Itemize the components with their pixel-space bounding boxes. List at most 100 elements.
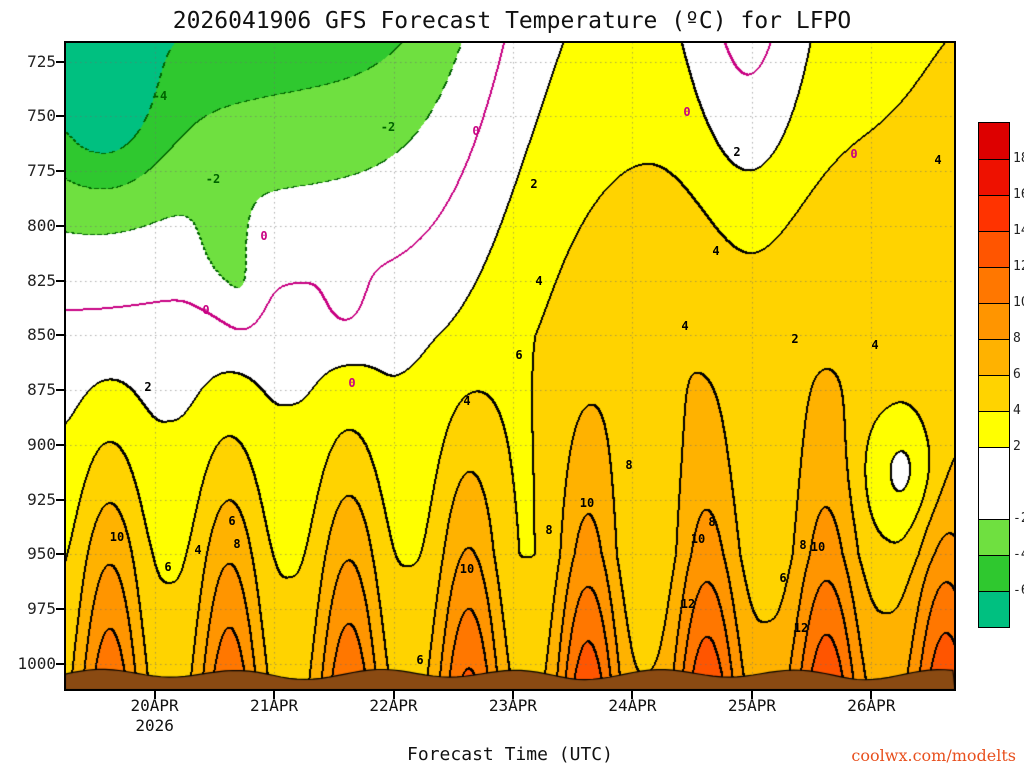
contour-plot-canvas xyxy=(65,42,955,690)
contour-value-label: 4 xyxy=(194,543,202,557)
colorbar xyxy=(978,122,1010,628)
colorbar-tick-label: 16 xyxy=(1013,187,1024,202)
y-tick-label: 900 xyxy=(27,434,56,454)
y-tick-mark xyxy=(56,389,65,392)
colorbar-tick-label: 2 xyxy=(1013,439,1021,454)
contour-value-label: 2 xyxy=(530,177,538,191)
x-axis-year: 2026 xyxy=(135,716,174,735)
y-tick-label: 950 xyxy=(27,544,56,564)
contour-value-label: 8 xyxy=(799,538,807,552)
y-tick-mark xyxy=(56,279,65,282)
contour-value-label: 12 xyxy=(680,597,696,611)
colorbar-tick-label: 4 xyxy=(1013,403,1021,418)
y-tick-label: 725 xyxy=(27,51,56,71)
contour-value-label: 6 xyxy=(779,571,787,585)
colorbar-band xyxy=(979,303,1009,339)
x-tick-label: 24APR xyxy=(608,696,657,715)
contour-value-label: 10 xyxy=(579,496,595,510)
contour-value-label: 0 xyxy=(472,124,480,138)
colorbar-band xyxy=(979,339,1009,375)
colorbar-tick-label: 18 xyxy=(1013,151,1024,166)
colorbar-band xyxy=(979,123,1009,159)
x-tick-mark xyxy=(392,691,395,699)
colorbar-band xyxy=(979,267,1009,303)
contour-value-label: 4 xyxy=(712,244,720,258)
y-tick-label: 775 xyxy=(27,161,56,181)
y-tick-label: 850 xyxy=(27,325,56,345)
x-tick-mark xyxy=(750,691,753,699)
y-tick-mark xyxy=(56,498,65,501)
contour-value-label: 2 xyxy=(791,332,799,346)
x-tick-label: 21APR xyxy=(249,696,299,715)
x-tick-label: 20APR xyxy=(130,696,179,715)
x-tick-label: 23APR xyxy=(488,696,538,715)
contour-value-label: 8 xyxy=(233,537,241,551)
contour-value-label: 4 xyxy=(681,319,689,333)
y-tick-mark xyxy=(56,553,65,556)
contour-value-label: -2 xyxy=(205,172,221,186)
y-tick-label: 875 xyxy=(27,380,56,400)
contour-value-label: 10 xyxy=(109,530,125,544)
colorbar-tick-label: 12 xyxy=(1013,259,1024,274)
chart-title: 2026041906 GFS Forecast Temperature (ºC)… xyxy=(172,8,852,34)
x-tick-mark xyxy=(153,691,156,699)
contour-value-label: 6 xyxy=(228,514,236,528)
y-tick-label: 750 xyxy=(27,106,56,126)
contour-value-label: 4 xyxy=(463,394,471,408)
colorbar-band xyxy=(979,231,1009,267)
x-tick-label: 22APR xyxy=(369,696,418,715)
colorbar-tick-label: 8 xyxy=(1013,331,1021,346)
x-tick-mark xyxy=(631,691,634,699)
y-tick-label: 825 xyxy=(27,270,56,290)
colorbar-band xyxy=(979,411,1009,447)
y-tick-mark xyxy=(56,170,65,173)
colorbar-tick-label: 6 xyxy=(1013,367,1021,382)
y-tick-label: 1000 xyxy=(17,653,56,673)
contour-value-label: 4 xyxy=(871,338,879,352)
x-tick-mark xyxy=(870,691,873,699)
y-tick-label: 800 xyxy=(27,215,56,235)
y-tick-mark xyxy=(56,662,65,665)
contour-value-label: 4 xyxy=(934,153,942,167)
contour-value-label: -2 xyxy=(380,120,396,134)
colorbar-tick-label: 14 xyxy=(1013,223,1024,238)
plot-border xyxy=(64,41,956,691)
colorbar-band xyxy=(979,519,1009,555)
y-tick-mark xyxy=(56,334,65,337)
contour-value-label: 6 xyxy=(515,348,523,362)
y-tick-label: 975 xyxy=(27,599,56,618)
x-tick-label: 26APR xyxy=(847,696,896,715)
contour-value-label: 2 xyxy=(733,145,741,159)
contour-value-label: 10 xyxy=(459,562,475,576)
contour-value-label: 4 xyxy=(535,274,543,288)
contour-value-label: 8 xyxy=(545,523,553,537)
x-axis-label: Forecast Time (UTC) xyxy=(407,744,613,765)
watermark: coolwx.com/modelts xyxy=(851,746,1016,765)
contour-value-label: 12 xyxy=(793,621,809,635)
contour-value-label: 0 xyxy=(348,376,356,390)
contour-value-label: 6 xyxy=(416,653,424,667)
colorbar-tick-label: -6 xyxy=(1013,583,1024,598)
contour-value-label: 0 xyxy=(260,229,268,243)
colorbar-tick-label: -4 xyxy=(1013,547,1024,562)
contour-value-label: 0 xyxy=(683,105,691,119)
x-tick-mark xyxy=(273,691,276,699)
colorbar-tick-label: 10 xyxy=(1013,295,1024,310)
y-tick-mark xyxy=(56,443,65,446)
y-tick-mark xyxy=(56,608,65,610)
contour-value-label: -4 xyxy=(152,89,168,103)
colorbar-band xyxy=(979,447,1009,519)
y-tick-mark xyxy=(56,115,65,118)
contour-value-label: 0 xyxy=(202,303,210,317)
colorbar-band xyxy=(979,195,1009,231)
colorbar-band xyxy=(979,159,1009,195)
colorbar-band xyxy=(979,555,1009,591)
x-tick-mark xyxy=(511,691,514,699)
contour-value-label: 6 xyxy=(164,560,172,574)
contour-value-label: 10 xyxy=(690,532,706,546)
y-tick-mark xyxy=(56,224,65,227)
colorbar-band xyxy=(979,375,1009,411)
y-tick-mark xyxy=(56,60,65,63)
x-tick-label: 25APR xyxy=(727,696,776,715)
